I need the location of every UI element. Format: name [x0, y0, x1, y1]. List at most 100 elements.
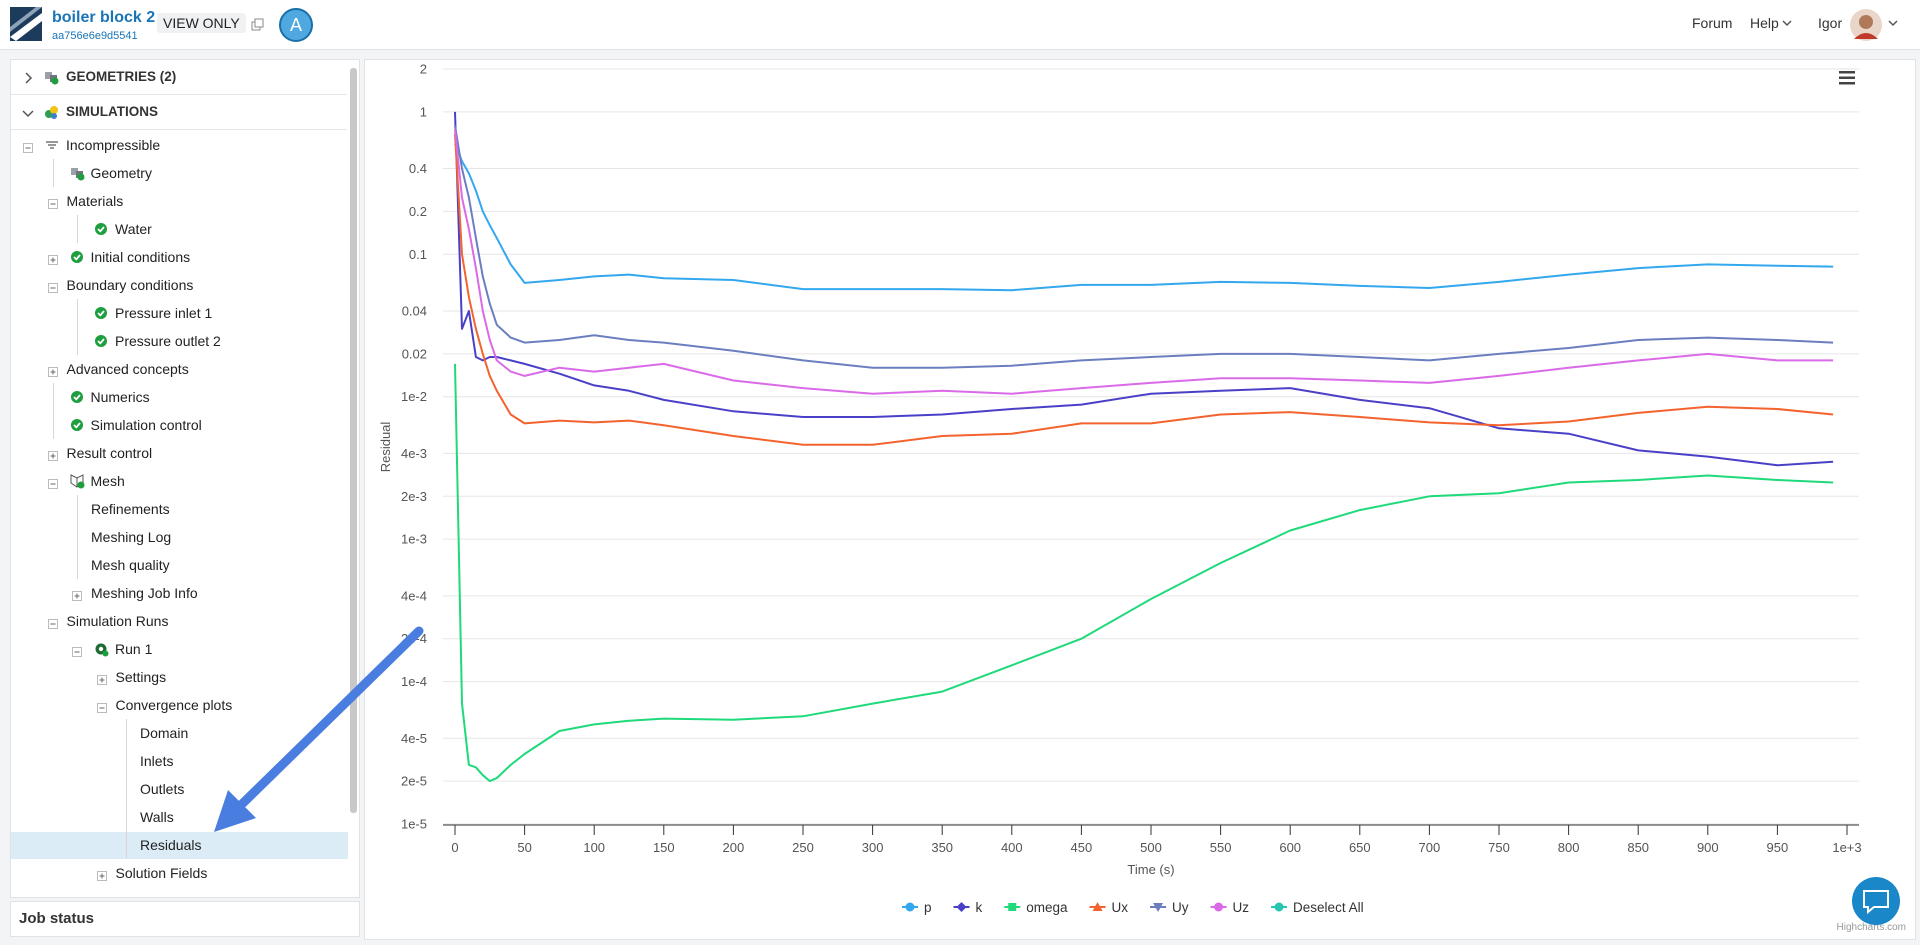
tree-node[interactable]: Run 1: [115, 641, 153, 657]
user-avatar[interactable]: A: [279, 8, 313, 42]
section-chevron[interactable]: [22, 106, 34, 118]
tree-node[interactable]: Meshing Job Info: [91, 585, 198, 601]
y-tick-label: 1: [420, 104, 427, 119]
expand-toggle[interactable]: [47, 280, 58, 293]
tree-node[interactable]: Numerics: [90, 389, 150, 405]
tree-node[interactable]: Water: [115, 221, 152, 237]
chat-button[interactable]: [1852, 877, 1900, 925]
chat-bubble: [1852, 877, 1900, 925]
expand-toggle[interactable]: [47, 364, 58, 377]
tree-node[interactable]: Domain: [140, 725, 189, 741]
expand-toggle[interactable]: [23, 140, 33, 153]
x-tick-label: 300: [862, 840, 884, 855]
x-tick-label: 950: [1767, 840, 1789, 855]
chevron: [1782, 20, 1792, 27]
tree-node[interactable]: Inlets: [140, 753, 174, 769]
legend-item[interactable]: Ux: [1089, 900, 1129, 915]
tree-node[interactable]: Meshing Log: [91, 529, 172, 545]
tree-node[interactable]: Simulation control: [90, 417, 202, 433]
icon-graphic: [95, 643, 109, 657]
x-tick-label: 500: [1140, 840, 1162, 855]
job-status-panel[interactable]: Job status: [10, 901, 360, 937]
tree-node[interactable]: Boundary conditions: [66, 277, 194, 293]
icon-graphic: [70, 251, 83, 263]
icon-geometry: [44, 70, 59, 85]
x-tick-label: 400: [1001, 840, 1023, 855]
x-tick-label: 50: [517, 840, 531, 855]
expand-toggle[interactable]: [72, 588, 82, 601]
legend-item[interactable]: Uz: [1210, 900, 1250, 915]
project-title[interactable]: boiler block 2: [52, 9, 156, 26]
tree-node[interactable]: Pressure outlet 2: [115, 333, 221, 349]
toggle-graphic: [47, 283, 58, 293]
tree-node[interactable]: Convergence plots: [115, 697, 233, 713]
expand-toggle[interactable]: [96, 672, 107, 685]
legend-item[interactable]: Uy: [1150, 900, 1189, 915]
section-chevron[interactable]: [22, 71, 34, 84]
tree-connector: [126, 719, 127, 747]
series-line: [454, 133, 1834, 446]
legend-item[interactable]: omega: [1004, 900, 1068, 915]
legend-item[interactable]: k: [953, 900, 983, 915]
icon-graphic: [45, 72, 59, 85]
nav-forum[interactable]: Forum: [1692, 15, 1733, 31]
tree-node[interactable]: Initial conditions: [90, 249, 191, 265]
expand-toggle[interactable]: [47, 476, 58, 489]
tree-node[interactable]: Result control: [66, 445, 153, 461]
tree-node[interactable]: Refinements: [91, 501, 170, 517]
x-tick-label: 600: [1279, 840, 1301, 855]
credits: Highcharts.com: [1837, 922, 1906, 933]
tree-section[interactable]: SIMULATIONS: [66, 104, 158, 119]
tree-node[interactable]: Solution Fields: [115, 865, 208, 881]
tree-connector: [77, 495, 78, 523]
tree-node[interactable]: Mesh: [90, 473, 125, 489]
x-axis-title: Time (s): [1127, 862, 1174, 877]
y-tick-label: 2e-5: [401, 774, 427, 789]
tree-section[interactable]: GEOMETRIES (2): [66, 69, 177, 84]
legend-item[interactable]: p: [902, 900, 932, 915]
scrollbar[interactable]: [350, 68, 357, 813]
chart-menu[interactable]: [1839, 71, 1855, 85]
expand-toggle[interactable]: [47, 616, 58, 629]
tree-node[interactable]: Residuals: [140, 837, 202, 853]
expand-toggle[interactable]: [72, 644, 82, 657]
nav-user[interactable]: Igor: [1818, 15, 1843, 31]
expand-toggle[interactable]: [47, 252, 58, 265]
expand-toggle[interactable]: [47, 196, 58, 209]
tree-node[interactable]: Walls: [140, 809, 174, 825]
icon-check: [94, 334, 109, 349]
nav-help[interactable]: Help: [1750, 15, 1779, 31]
toggle-graphic: [47, 367, 58, 377]
legend-marker: [1008, 903, 1017, 911]
tree-node[interactable]: Mesh quality: [91, 557, 170, 573]
expand-toggle[interactable]: [47, 448, 58, 461]
copy-icon[interactable]: [251, 18, 265, 32]
toggle-graphic: [96, 675, 107, 685]
menu-bar: [1839, 71, 1855, 74]
tree-node[interactable]: Advanced concepts: [66, 361, 189, 377]
expand-toggle[interactable]: [96, 868, 107, 881]
view-only-badge: VIEW ONLY: [157, 13, 246, 33]
legend-item[interactable]: Deselect All: [1271, 900, 1364, 915]
legend-label: Uz: [1233, 900, 1250, 915]
tree-node[interactable]: Simulation Runs: [66, 613, 169, 629]
series-line: [454, 363, 1834, 783]
legend-label: Deselect All: [1293, 900, 1364, 915]
icon-graphic: [95, 223, 107, 235]
user-photo[interactable]: [1850, 9, 1882, 41]
legend-marker: [1274, 902, 1284, 912]
tree-node[interactable]: Outlets: [140, 781, 185, 797]
tree-node[interactable]: Geometry: [90, 165, 152, 181]
legend-label: k: [976, 900, 983, 915]
tree-node[interactable]: Incompressible: [66, 137, 161, 153]
tree-node[interactable]: Materials: [66, 193, 124, 209]
chat-icon: [1863, 890, 1889, 915]
tree-node[interactable]: Pressure inlet 1: [115, 305, 213, 321]
expand-toggle[interactable]: [96, 700, 107, 713]
tree-connector: [77, 523, 78, 551]
legend-label: omega: [1026, 900, 1068, 915]
tree-node[interactable]: Settings: [115, 669, 167, 685]
y-tick-label: 1e-5: [401, 817, 427, 832]
tree-connector: [77, 551, 78, 579]
